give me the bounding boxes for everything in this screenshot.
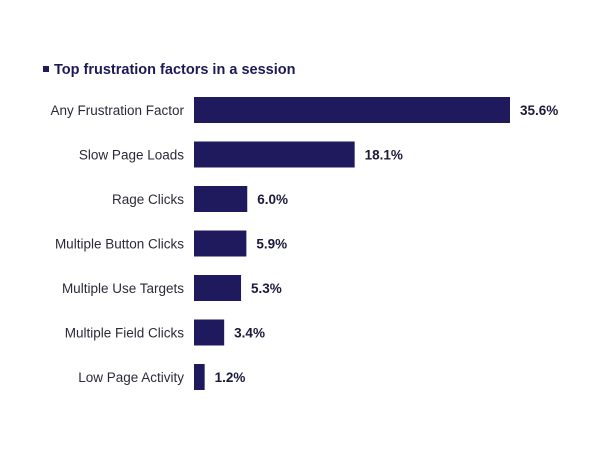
value-label: 6.0% [257,192,288,207]
bar [194,186,248,212]
value-label: 1.2% [215,370,246,385]
category-label: Slow Page Loads [79,148,184,163]
legend-swatch [43,66,49,72]
bar [194,364,205,390]
bar [194,97,510,123]
value-label: 5.9% [256,237,287,252]
value-label: 35.6% [520,103,558,118]
bar [194,141,355,168]
value-label: 3.4% [234,326,265,341]
bar-row: Multiple Field Clicks 3.4% [65,319,265,346]
category-label: Any Frustration Factor [50,103,184,118]
category-label: Rage Clicks [112,192,184,207]
legend-label: Top frustration factors in a session [54,62,295,78]
bar [194,319,225,346]
bar-row: Low Page Activity 1.2% [78,364,245,390]
bar-row: Multiple Button Clicks 5.9% [55,230,287,257]
bars-group: Any Frustration Factor 35.6% Slow Page Loa… [50,97,558,390]
category-label: Multiple Field Clicks [65,326,185,341]
bar-row: Slow Page Loads 18.1% [79,141,403,168]
bar-row: Rage Clicks 6.0% [112,186,288,212]
value-label: 18.1% [365,148,403,163]
category-label: Low Page Activity [78,370,184,385]
bar-row: Any Frustration Factor 35.6% [50,97,558,123]
value-label: 5.3% [251,281,282,296]
bar-row: Multiple Use Targets 5.3% [62,275,282,301]
bar [194,230,247,257]
bar [194,275,242,301]
category-label: Multiple Button Clicks [55,237,184,252]
category-label: Multiple Use Targets [62,281,184,296]
legend: Top frustration factors in a session [43,62,295,78]
